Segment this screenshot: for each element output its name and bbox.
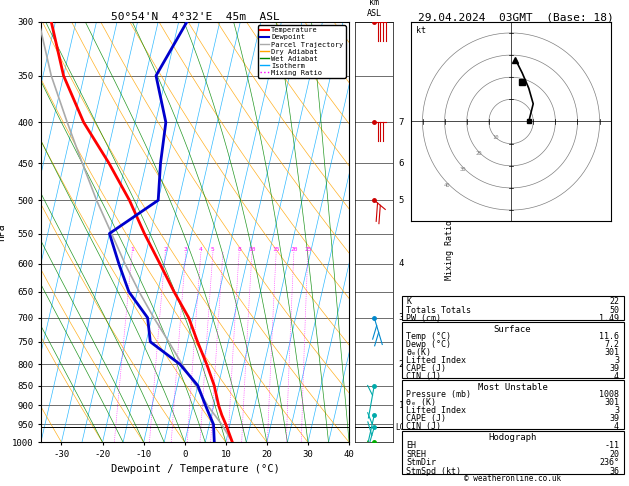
Text: km
ASL: km ASL xyxy=(367,0,382,17)
Text: 2: 2 xyxy=(164,247,167,252)
Bar xyxy=(402,381,623,429)
Text: © weatheronline.co.uk: © weatheronline.co.uk xyxy=(464,474,561,484)
Text: Surface: Surface xyxy=(494,325,532,333)
Text: 50°54'N  4°32'E  45m  ASL: 50°54'N 4°32'E 45m ASL xyxy=(111,12,279,22)
Text: CIN (J): CIN (J) xyxy=(406,422,441,431)
Text: θₑ (K): θₑ (K) xyxy=(406,398,436,407)
Text: 8: 8 xyxy=(237,247,241,252)
Text: CAPE (J): CAPE (J) xyxy=(406,364,446,373)
Text: Most Unstable: Most Unstable xyxy=(477,382,548,392)
Text: 20: 20 xyxy=(609,450,619,459)
Text: 6: 6 xyxy=(399,159,404,168)
Text: 4: 4 xyxy=(614,372,619,381)
Text: Totals Totals: Totals Totals xyxy=(406,306,471,314)
Text: 10: 10 xyxy=(492,135,498,140)
Text: 36: 36 xyxy=(609,467,619,476)
Text: 4: 4 xyxy=(199,247,203,252)
Text: CAPE (J): CAPE (J) xyxy=(406,414,446,423)
Text: 301: 301 xyxy=(604,348,619,357)
Text: 39: 39 xyxy=(609,414,619,423)
Text: 7.2: 7.2 xyxy=(604,340,619,349)
Text: Dewp (°C): Dewp (°C) xyxy=(406,340,451,349)
Text: 7: 7 xyxy=(399,118,404,127)
Text: LCL: LCL xyxy=(395,423,409,432)
Bar xyxy=(402,295,623,320)
Text: StmDir: StmDir xyxy=(406,458,436,468)
Text: 301: 301 xyxy=(604,398,619,407)
Text: 1008: 1008 xyxy=(599,390,619,399)
Text: 5: 5 xyxy=(211,247,214,252)
Text: PW (cm): PW (cm) xyxy=(406,314,441,323)
Text: EH: EH xyxy=(406,441,416,450)
Text: Hodograph: Hodograph xyxy=(489,433,537,442)
Text: 22: 22 xyxy=(609,297,619,306)
Text: 30: 30 xyxy=(460,167,467,172)
Legend: Temperature, Dewpoint, Parcel Trajectory, Dry Adiabat, Wet Adiabat, Isotherm, Mi: Temperature, Dewpoint, Parcel Trajectory… xyxy=(258,25,345,78)
Text: CIN (J): CIN (J) xyxy=(406,372,441,381)
Text: 20: 20 xyxy=(290,247,298,252)
Text: 11.6: 11.6 xyxy=(599,332,619,341)
Text: 40: 40 xyxy=(444,183,450,188)
Text: 236°: 236° xyxy=(599,458,619,468)
Text: 4: 4 xyxy=(614,422,619,431)
Text: Mixing Ratio (g/kg): Mixing Ratio (g/kg) xyxy=(445,185,454,279)
Text: 1: 1 xyxy=(130,247,134,252)
Text: Lifted Index: Lifted Index xyxy=(406,406,466,415)
Text: 3: 3 xyxy=(399,313,404,322)
Text: 5: 5 xyxy=(399,196,404,205)
Text: 39: 39 xyxy=(609,364,619,373)
Bar xyxy=(402,322,623,379)
Text: 20: 20 xyxy=(476,151,482,156)
Text: 15: 15 xyxy=(272,247,280,252)
Text: 10: 10 xyxy=(248,247,256,252)
Text: SREH: SREH xyxy=(406,450,426,459)
Text: 29.04.2024  03GMT  (Base: 18): 29.04.2024 03GMT (Base: 18) xyxy=(418,12,614,22)
Text: 50: 50 xyxy=(609,306,619,314)
Text: 3: 3 xyxy=(184,247,187,252)
Text: Temp (°C): Temp (°C) xyxy=(406,332,451,341)
Text: StmSpd (kt): StmSpd (kt) xyxy=(406,467,461,476)
Text: K: K xyxy=(406,297,411,306)
Text: 2: 2 xyxy=(399,360,404,369)
Y-axis label: hPa: hPa xyxy=(0,223,6,241)
Text: kt: kt xyxy=(416,26,426,35)
Text: 1.49: 1.49 xyxy=(599,314,619,323)
X-axis label: Dewpoint / Temperature (°C): Dewpoint / Temperature (°C) xyxy=(111,465,279,474)
Text: 1: 1 xyxy=(399,401,404,410)
Text: 3: 3 xyxy=(614,356,619,365)
Text: θₑ(K): θₑ(K) xyxy=(406,348,431,357)
Text: 3: 3 xyxy=(614,406,619,415)
Text: 4: 4 xyxy=(399,260,404,268)
Text: 25: 25 xyxy=(304,247,311,252)
Bar xyxy=(402,431,623,473)
Text: Lifted Index: Lifted Index xyxy=(406,356,466,365)
Text: Pressure (mb): Pressure (mb) xyxy=(406,390,471,399)
Text: -11: -11 xyxy=(604,441,619,450)
